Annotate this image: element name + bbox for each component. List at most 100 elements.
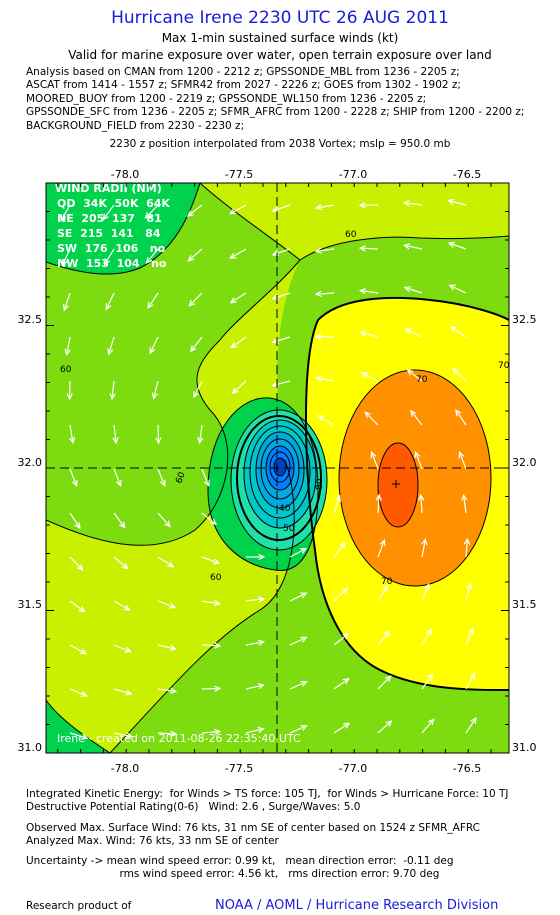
wind-radii-row: SE 215 141 84 [57,227,161,240]
wind-arrow-head [360,372,369,378]
wind-arrow-head [342,677,350,685]
wind-arrow-head [61,259,68,267]
wind-arrow-head [210,518,218,526]
lon-tick-label: -78.0 [111,168,139,181]
contour-label: 60 [210,573,222,583]
wind-arrow-head [103,258,110,266]
wind-arrow [448,242,467,250]
wind-arrow [448,200,467,206]
wind-arrow [63,292,71,311]
wind-arrow-head [76,564,84,571]
lat-labels-left: 32.5 32.0 31.5 31.0 [18,313,43,754]
wind-arrow [199,424,203,443]
wind-arrow-head [314,247,322,254]
wind-arrow-head [452,367,459,375]
lat-tick-label: 32.0 [18,456,43,469]
wind-arrow [364,411,379,426]
contour-label: 80 [315,478,325,490]
wind-arrow [157,556,174,568]
lon-labels-bottom: -78.0 -77.5 -77.0 -76.5 [111,762,481,775]
wind-arrow [377,630,390,646]
wind-arrow-head [418,493,425,501]
lat-labels-right: 32.5 32.0 31.5 31.0 [512,313,537,754]
wind-arrow [405,328,423,338]
wind-arrow-head [421,537,428,546]
wind-arrow-head [258,553,266,561]
wind-arrow-head [119,521,126,529]
contour-label: 60 [60,365,72,375]
wind-arrow [465,717,477,734]
lon-tick-label: -77.5 [225,168,253,181]
wind-arrow [407,369,423,382]
wind-arrow [421,674,434,690]
wind-arrow [147,292,159,309]
wind-arrow [60,204,71,221]
wind-arrow [230,248,247,259]
wind-arrow-head [358,288,367,295]
wind-arrow-head [155,437,162,445]
lon-tick-label: -77.5 [225,762,253,775]
wind-arrow [108,336,115,355]
wind-arrow-head [339,541,346,549]
wind-arrow [333,542,346,558]
wind-arrow-head [414,450,421,459]
fill-80 [378,443,418,527]
contour-label: 60 [345,230,357,240]
wind-arrow-head [193,391,199,399]
contour-label: 50 [283,524,295,534]
wind-arrow [377,675,392,690]
wind-arrow [404,244,423,250]
wind-arrow [69,732,88,739]
wind-arrow-head [461,493,468,502]
wind-arrow [157,688,176,692]
wind-arrow [157,644,176,650]
wind-arrow-head [230,342,238,349]
wind-arrow-head [229,252,237,259]
research-product-label: Research product of [26,900,132,912]
wind-arrow [465,628,474,646]
wind-arrow [272,204,291,212]
wind-arrow-head [112,437,119,445]
lat-tick-label: 31.5 [512,598,537,611]
wind-arrow [105,292,115,310]
wind-arrow-head [115,479,122,487]
wind-arrow [102,204,115,220]
wind-arrow-head [168,602,177,609]
subtitle-exposure: Valid for marine exposure over water, op… [68,48,492,62]
wind-radii-row: NW 153 104 no [57,257,167,270]
wind-arrow [377,539,385,558]
wind-arrow-head [463,537,471,545]
wind-arrow-head [383,630,391,638]
wind-arrow [69,688,87,697]
wind-arrow [415,451,423,470]
lon-tick-label: -76.5 [453,762,481,775]
wind-arrow [232,380,247,394]
wind-arrow-head [406,369,414,376]
wind-arrow-head [74,522,81,530]
wind-arrow [157,468,166,486]
wind-radii-row: SW 176 106 no [57,242,166,255]
wind-arrow-head [359,330,367,337]
wind-radii-title: WIND RADII (NM) [55,182,162,195]
wind-arrow [359,247,379,250]
wind-arrow [69,556,84,571]
wind-arrow [410,410,423,426]
wind-arrow [201,687,221,690]
wind-arrow-head [258,596,266,603]
wind-arrow [187,204,203,217]
wind-arrow [113,424,117,443]
wind-arrow-head [314,290,322,298]
wind-arrow-head [449,326,458,333]
page-title: Hurricane Irene 2230 UTC 26 AUG 2011 [111,8,449,28]
contour-label: 70 [381,577,393,587]
analysis-line: BACKGROUND_FIELD from 2230 - 2230 z; [26,119,245,132]
wind-arrow [318,415,335,426]
contour-fills: 60 60 60 70 70 80 70 60 50 40 WIND RADII… [46,182,509,753]
subtitle-max-winds: Max 1-min sustained surface winds (kt) [161,31,399,45]
wind-arrow [113,556,129,570]
wind-arrow [420,494,423,514]
wind-arrow [245,598,264,602]
wind-arrow [69,424,74,443]
wind-arrow [69,512,81,529]
wind-arrow-head [466,582,473,590]
